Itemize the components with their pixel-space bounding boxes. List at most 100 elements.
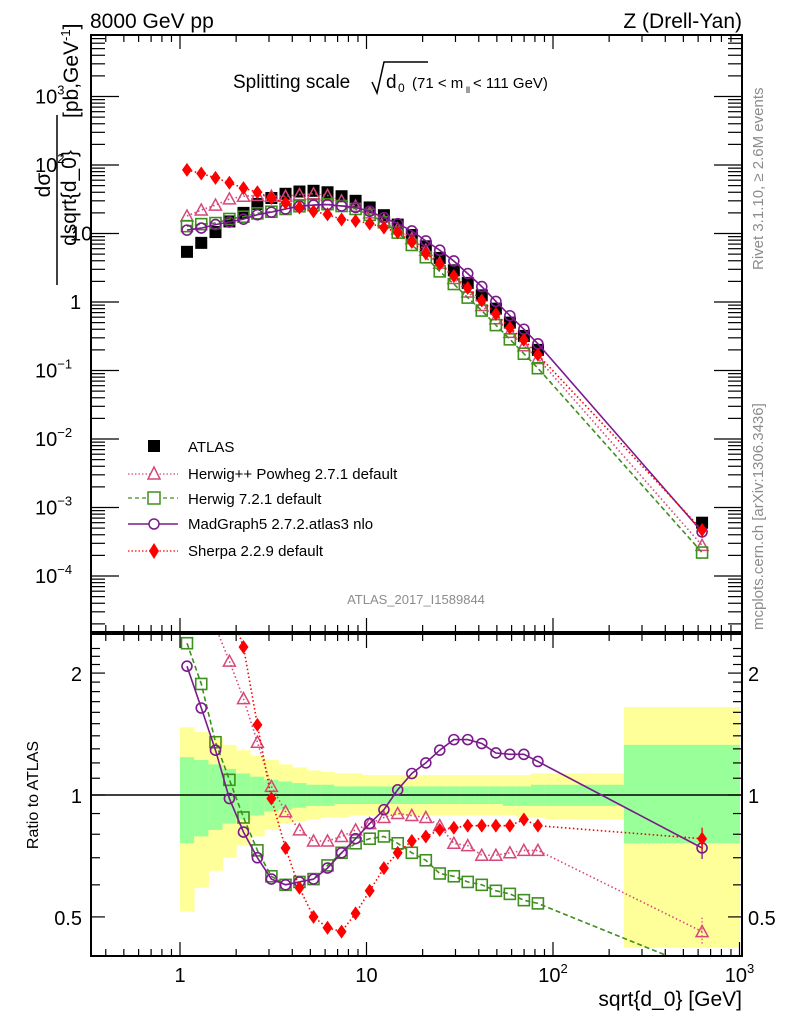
data-point	[209, 218, 222, 231]
data-point	[208, 197, 223, 211]
data-point	[488, 847, 504, 861]
data-point	[392, 845, 403, 860]
data-point	[223, 212, 236, 226]
data-point	[531, 361, 545, 375]
data-point	[195, 702, 208, 714]
data-point	[504, 320, 515, 335]
data-point	[180, 219, 194, 233]
legend-entry-herwigpp: Herwig++ Powheg 2.7.1 default	[128, 465, 398, 483]
data-point	[194, 217, 208, 231]
data-point	[406, 833, 417, 848]
data-point	[697, 964, 708, 975]
data-point	[489, 884, 503, 898]
y-tick-base: 10	[35, 87, 57, 109]
data-point	[448, 268, 459, 283]
data-point	[694, 537, 710, 552]
data-point	[335, 846, 348, 859]
data-point	[237, 213, 250, 225]
data-point	[336, 212, 347, 227]
x-tick-base: 1	[174, 965, 185, 987]
data-point	[194, 677, 208, 691]
band-stat-bin	[194, 760, 209, 837]
y-tick-label: 103	[35, 83, 64, 109]
data-point	[306, 833, 321, 847]
data-point	[210, 170, 221, 185]
y-tick-exp: −4	[57, 562, 72, 577]
data-point	[696, 516, 709, 529]
data-point	[195, 236, 208, 249]
data-point	[252, 717, 263, 732]
data-point	[516, 338, 532, 352]
x-tick-exp: 3	[747, 961, 754, 976]
series-line	[186, 169, 703, 531]
y-tick-base: 10	[70, 224, 92, 246]
data-point	[181, 579, 193, 590]
data-point	[448, 733, 460, 746]
data-point	[222, 191, 237, 205]
data-point	[434, 822, 445, 837]
legend-label: Sherpa 2.2.9 default	[188, 543, 324, 560]
ratio-y-tick-label-left: 2	[71, 664, 82, 686]
data-point	[265, 873, 278, 885]
data-point	[418, 809, 434, 824]
data-point	[476, 818, 487, 833]
data-point	[447, 869, 461, 883]
data-point	[490, 747, 502, 759]
x-tick-base: 10	[538, 965, 560, 987]
main-y-axis-label: dσ dsqrt{d_0} [pb,GeV-1]	[32, 24, 83, 285]
data-point	[308, 909, 319, 924]
data-point	[461, 875, 475, 889]
legend-label: MadGraph5 2.7.2.atlas3 nlo	[188, 516, 373, 533]
data-point	[335, 200, 348, 212]
data-point	[209, 744, 222, 757]
data-point	[266, 791, 277, 806]
data-point	[363, 205, 376, 218]
data-point	[251, 844, 264, 857]
data-point	[294, 200, 305, 215]
legend-marker-filled-square-icon	[148, 440, 160, 452]
data-point	[434, 256, 445, 271]
y-tick-exp: −2	[57, 425, 72, 440]
data-point	[531, 897, 545, 910]
data-point	[278, 804, 293, 818]
data-point	[180, 245, 193, 258]
data-point	[195, 596, 207, 607]
data-point	[475, 280, 488, 293]
data-point	[193, 202, 209, 216]
x-tick-base: 10	[725, 965, 747, 987]
y-tick-exp: −1	[57, 357, 72, 372]
data-point	[518, 748, 530, 761]
y-tick-label: 1	[70, 292, 81, 314]
legend-entry-madgraph: MadGraph5 2.7.2.atlas3 nlo	[128, 516, 373, 533]
y-tick-base: 10	[35, 429, 57, 451]
data-point	[392, 225, 403, 240]
series-sherpa-2-2-9-default	[237, 634, 708, 939]
ratio-plot-area	[91, 579, 742, 975]
legend-marker-open-triangle-icon	[146, 465, 162, 480]
ratio-y-tick-label-left: 1	[71, 786, 82, 808]
data-point	[461, 733, 474, 746]
data-point	[419, 853, 433, 867]
data-point	[448, 255, 460, 267]
band-stat-bin	[502, 786, 518, 806]
ylabel-numerator: dσ	[32, 173, 55, 198]
sqrt-symbol-icon	[371, 61, 428, 96]
y-tick-exp: −3	[57, 494, 72, 509]
title-symbol-sub: 0	[398, 81, 405, 95]
data-point	[406, 767, 418, 780]
data-point	[364, 216, 375, 231]
data-point	[433, 244, 446, 257]
data-point	[181, 660, 193, 672]
data-point	[348, 198, 363, 212]
data-point	[518, 332, 529, 347]
data-point	[391, 784, 404, 796]
data-point	[378, 803, 390, 816]
ratio-y-axis-label: Ratio to ATLAS	[25, 741, 42, 849]
series-madgraph5-2-7-2-atlas3-nlo	[181, 660, 708, 891]
data-point	[460, 838, 476, 852]
y-tick-exp: 3	[57, 83, 64, 98]
data-point	[349, 832, 362, 845]
data-point	[474, 847, 490, 861]
data-point	[294, 880, 305, 895]
data-point	[223, 216, 236, 228]
